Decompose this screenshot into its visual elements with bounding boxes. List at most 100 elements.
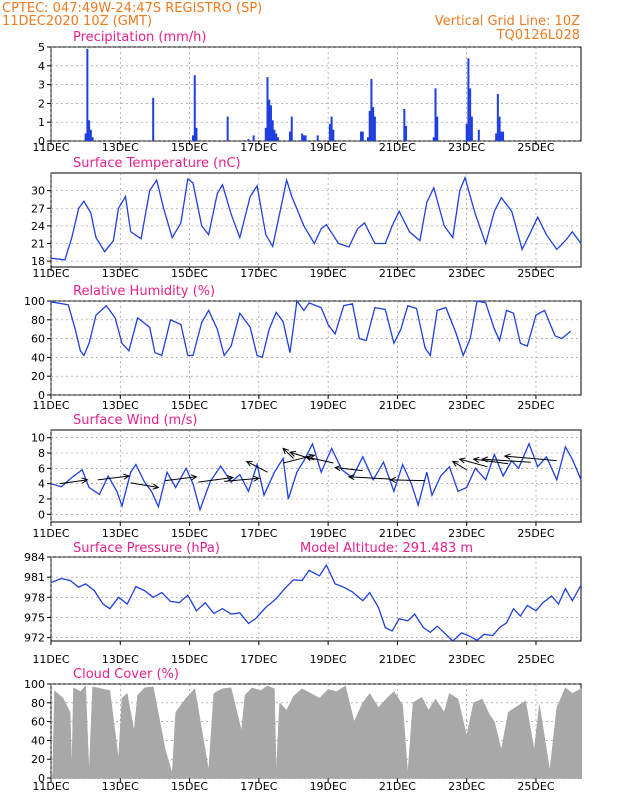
x-tick-label: 25DEC	[517, 653, 554, 666]
y-tick-label: 5	[38, 41, 45, 54]
header-line2: 11DEC2020 10Z (GMT)	[2, 14, 152, 29]
wind-arrow-head	[190, 474, 198, 481]
plot-frame	[50, 429, 582, 523]
x-tick-label: 17DEC	[240, 653, 277, 666]
x-tick-label: 21DEC	[379, 780, 416, 793]
y-tick-label: 20	[31, 370, 45, 383]
wind-arrow	[97, 475, 130, 481]
wind-arrow-head	[152, 483, 160, 490]
precip-bar	[152, 97, 155, 141]
precip-bar	[268, 99, 271, 141]
panel-subtitle: Model Altitude: 291.483 m	[300, 541, 473, 556]
panel-title: Cloud Cover (%)	[73, 667, 179, 682]
wind-arrow-head	[472, 456, 480, 463]
precip-bar	[226, 116, 229, 141]
precip-bar	[328, 124, 331, 141]
x-tick-label: 11DEC	[32, 527, 69, 540]
precip-bar	[275, 133, 278, 141]
x-tick-label: 11DEC	[32, 780, 69, 793]
y-tick-label: 0	[38, 772, 45, 785]
x-tick-label: 19DEC	[310, 653, 347, 666]
precip-bar	[360, 131, 363, 141]
precip-bar	[269, 105, 272, 141]
precip-bar	[432, 137, 435, 141]
y-tick-label: 4	[38, 478, 45, 491]
x-tick-label: 11DEC	[32, 141, 69, 154]
y-tick-label: 40	[31, 351, 45, 364]
y-tick-label: 100	[24, 295, 45, 308]
precip-bar	[368, 110, 371, 141]
y-tick-label: 3	[38, 79, 45, 92]
panel-3: 0 2 4 6 8 10 11DEC 13DEC 15DEC 17DEC 19DEC 21DEC 23D…	[31, 413, 582, 540]
precip-bar	[271, 120, 274, 141]
y-tick-label: 27	[31, 202, 45, 215]
x-tick-label: 13DEC	[102, 653, 139, 666]
x-tick-label: 21DEC	[379, 653, 416, 666]
wind-arrow	[305, 456, 334, 464]
wind-arrow-head	[227, 475, 235, 482]
panel-1: 18 21 24 27 30 11DEC 13DEC 15DEC 17DEC 19DEC 21DEC…	[31, 156, 582, 280]
wind-arrow-head	[304, 454, 312, 461]
y-tick-label: 8	[38, 447, 45, 460]
wind-arrow	[198, 477, 233, 483]
y-tick-label: 80	[31, 697, 45, 710]
precip-bar	[290, 116, 293, 141]
wind-arrow-head	[458, 457, 466, 464]
x-tick-label: 17DEC	[240, 267, 277, 280]
precip-bar	[89, 129, 92, 141]
x-tick-label: 23DEC	[448, 141, 485, 154]
wind-arrow	[282, 454, 315, 464]
panel-4: 972 975 978 981 984 11DEC 13DEC 15DEC 17DEC 19DEC…	[24, 541, 582, 666]
precip-bar	[252, 135, 255, 141]
precip-bar	[373, 116, 376, 141]
y-tick-label: 100	[24, 678, 45, 691]
x-tick-label: 21DEC	[379, 141, 416, 154]
precip-bar	[192, 135, 195, 141]
wind-arrow	[390, 479, 426, 482]
x-tick-label: 21DEC	[379, 267, 416, 280]
precip-bar	[495, 133, 498, 141]
precip-bar	[84, 133, 87, 141]
wind-arrow	[246, 460, 268, 473]
wind-arrow	[165, 476, 197, 482]
x-tick-label: 19DEC	[310, 399, 347, 412]
precip-bar	[316, 135, 319, 141]
plot-frame	[50, 556, 582, 642]
wind-arrow	[224, 477, 259, 482]
panel-title: Surface Pressure (hPa)	[73, 541, 220, 556]
precip-bar	[304, 135, 307, 141]
y-tick-label: 981	[24, 571, 45, 584]
panel-title: Surface Temperature (nC)	[73, 156, 241, 171]
y-tick-label: 4	[38, 60, 45, 73]
wind-arrow-head	[389, 476, 397, 484]
x-tick-label: 15DEC	[171, 141, 208, 154]
wind-arrow	[348, 476, 391, 480]
x-tick-label: 23DEC	[448, 399, 485, 412]
x-tick-label: 25DEC	[517, 399, 554, 412]
precip-bar	[276, 137, 279, 141]
panel-5: 0 20 40 60 80 100 11DEC 13DEC 15DEC 17DEC 19DEC 21D…	[24, 667, 582, 793]
precip-bar	[502, 131, 505, 141]
precip-bar	[436, 116, 439, 141]
wind-arrow-head	[245, 460, 253, 467]
x-tick-label: 23DEC	[448, 267, 485, 280]
precip-bar	[477, 129, 480, 141]
x-tick-label: 15DEC	[171, 267, 208, 280]
plot-frame	[50, 300, 582, 396]
x-tick-label: 25DEC	[517, 527, 554, 540]
wind-arrow-head	[282, 447, 289, 455]
plot-frame	[50, 172, 582, 268]
x-tick-label: 19DEC	[310, 527, 347, 540]
cloud-area	[50, 685, 582, 779]
precip-bar	[370, 78, 373, 141]
x-tick-label: 23DEC	[448, 653, 485, 666]
y-tick-label: 21	[31, 238, 45, 251]
y-tick-label: 20	[31, 753, 45, 766]
precip-bar	[86, 48, 89, 141]
x-tick-label: 15DEC	[171, 399, 208, 412]
wind-arrow	[334, 467, 363, 472]
header-line1: CPTEC: 047:49W-24:47S REGISTRO (SP)	[2, 1, 262, 16]
x-tick-label: 13DEC	[102, 267, 139, 280]
y-tick-label: 984	[24, 551, 45, 564]
wind-arrow	[452, 461, 467, 471]
